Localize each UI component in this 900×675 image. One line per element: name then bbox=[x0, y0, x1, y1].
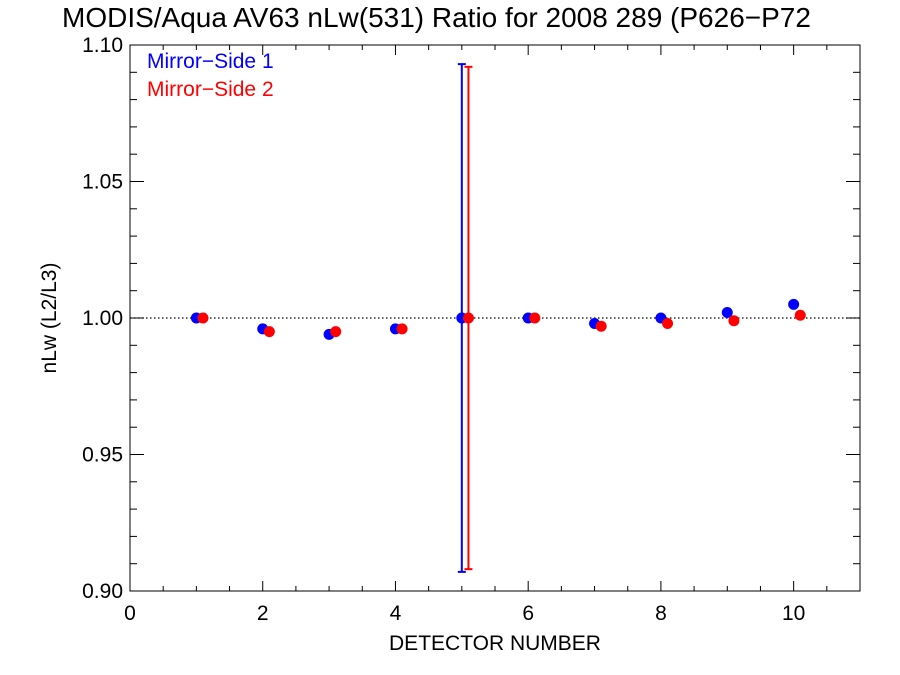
x-axis-label: DETECTOR NUMBER bbox=[389, 632, 601, 655]
axis-ticks: 0 2 4 6 8 10 0.90 0.95 1.00 1.05 1.10 bbox=[82, 34, 860, 625]
data-point-series-1 bbox=[788, 298, 800, 310]
data-point-series-2 bbox=[529, 312, 541, 324]
y-tick-label: 0.90 bbox=[82, 580, 123, 603]
y-tick-label: 1.10 bbox=[82, 34, 123, 57]
data-point-series-2 bbox=[330, 326, 342, 338]
x-tick-label: 0 bbox=[124, 602, 136, 625]
y-tick-label: 1.00 bbox=[82, 307, 123, 330]
x-tick-label: 2 bbox=[257, 602, 269, 625]
data-point-series-2 bbox=[263, 326, 275, 338]
legend-entry-mirror-side-1: Mirror−Side 1 bbox=[147, 50, 274, 73]
x-tick-label: 6 bbox=[522, 602, 534, 625]
data-point-series-2 bbox=[197, 312, 209, 324]
y-axis-label: nLw (L2/L3) bbox=[38, 263, 61, 374]
x-tick-label: 4 bbox=[390, 602, 402, 625]
data-point-series-2 bbox=[462, 312, 474, 324]
legend-entry-mirror-side-2: Mirror−Side 2 bbox=[147, 78, 274, 101]
chart-title: MODIS/Aqua AV63 nLw(531) Ratio for 2008 … bbox=[62, 2, 811, 33]
x-tick-label: 10 bbox=[782, 602, 805, 625]
data-point-series-2 bbox=[728, 315, 740, 327]
data-point-series-2 bbox=[794, 309, 806, 321]
data-points bbox=[190, 298, 806, 340]
data-point-series-2 bbox=[396, 323, 408, 335]
data-point-series-2 bbox=[595, 320, 607, 332]
data-point-series-2 bbox=[662, 317, 674, 329]
x-tick-label: 8 bbox=[655, 602, 667, 625]
data-point-series-1 bbox=[721, 307, 733, 319]
y-tick-label: 0.95 bbox=[82, 444, 123, 467]
y-tick-label: 1.05 bbox=[82, 171, 123, 194]
